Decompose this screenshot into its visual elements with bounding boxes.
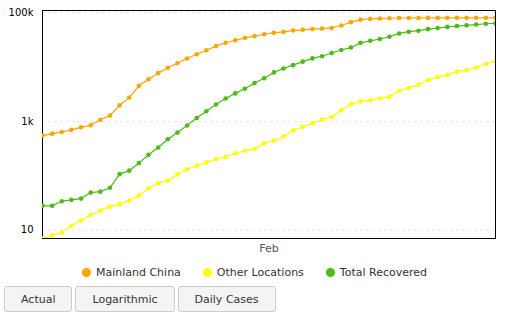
html-text:Other Locations: Other Locations <box>216 265 304 279</box>
html-text:Logarithmic: Logarithmic <box>92 292 158 306</box>
html-text:Actual: Actual <box>21 292 56 306</box>
html-text:Mainland China: Mainland China <box>95 265 181 279</box>
html-text:Total Recovered: Total Recovered <box>339 265 428 279</box>
svg-text:10: 10 <box>21 224 34 235</box>
html-text:Daily Cases: Daily Cases <box>194 292 259 306</box>
svg-text:Feb: Feb <box>259 242 278 255</box>
svg-text:100k: 100k <box>9 7 34 18</box>
svg-text:1k: 1k <box>21 116 33 127</box>
